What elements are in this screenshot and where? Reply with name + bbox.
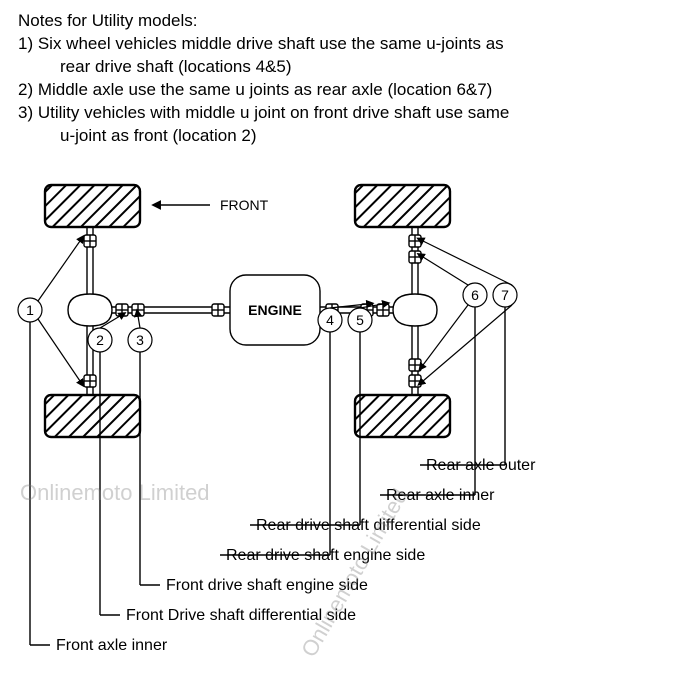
notes-line-3b: u-joint as front (location 2) (18, 125, 682, 148)
svg-text:5: 5 (356, 312, 364, 328)
notes-line-2: 2) Middle axle use the same u joints as … (18, 79, 682, 102)
svg-text:Front drive shaft engine side: Front drive shaft engine side (166, 577, 368, 594)
notes-line-1b: rear drive shaft (locations 4&5) (18, 56, 682, 79)
svg-text:Rear drive shaft differential: Rear drive shaft differential side (256, 517, 481, 534)
svg-text:4: 4 (326, 312, 334, 328)
drivetrain-diagram: ENGINE FRONT 1 2 3 4 5 6 7 Front axle inner Front … (0, 165, 700, 700)
svg-text:6: 6 (471, 287, 479, 303)
svg-text:3: 3 (136, 332, 144, 348)
svg-text:Rear axle outer: Rear axle outer (426, 457, 536, 474)
notes-line-3a: 3) Utility vehicles with middle u joint … (18, 102, 682, 125)
svg-text:Front axle inner: Front axle inner (56, 637, 168, 654)
svg-text:2: 2 (96, 332, 104, 348)
svg-text:1: 1 (26, 302, 34, 318)
svg-text:FRONT: FRONT (220, 197, 269, 213)
svg-text:ENGINE: ENGINE (248, 302, 302, 318)
notes-line-1a: 1) Six wheel vehicles middle drive shaft… (18, 33, 682, 56)
svg-text:Rear axle inner: Rear axle inner (386, 487, 495, 504)
notes-block: Notes for Utility models: 1) Six wheel v… (0, 0, 700, 148)
svg-text:Rear drive shaft engine side: Rear drive shaft engine side (226, 547, 425, 564)
svg-text:7: 7 (501, 287, 509, 303)
notes-heading: Notes for Utility models: (18, 10, 682, 33)
svg-text:Front Drive shaft differential: Front Drive shaft differential side (126, 607, 356, 624)
